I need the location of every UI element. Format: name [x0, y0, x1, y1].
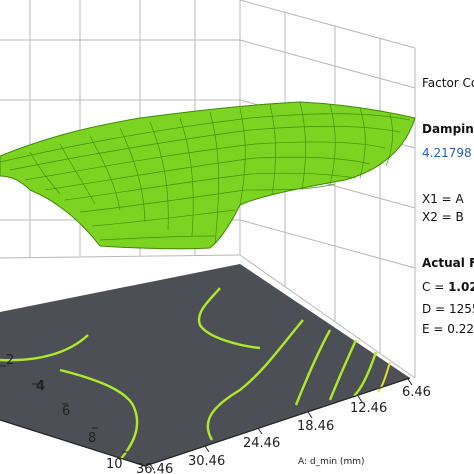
- response-name: Damping: [422, 122, 474, 136]
- x-tick-label: 12.46: [350, 401, 387, 416]
- factor-coding-header: Factor Co: [422, 76, 474, 90]
- y-tick-label: 2: [6, 353, 14, 368]
- factor-c: C = 1.02: [422, 280, 474, 294]
- actual-factors-header: Actual F: [422, 256, 474, 270]
- x-tick-label: 36.46: [136, 462, 173, 474]
- y-tick-label: 4: [36, 379, 45, 394]
- contour-lines: [0, 287, 378, 461]
- factor-e-name: E =: [422, 322, 444, 336]
- y-tick-label: 6: [62, 404, 70, 419]
- x-tick-label: 30.46: [188, 454, 225, 469]
- surface-mesh: [0, 101, 411, 245]
- x-tick-label: 6.46: [402, 385, 431, 400]
- factor-d-value: 1255: [448, 302, 474, 316]
- x-axis-title: A: d_min (mm): [298, 457, 365, 467]
- response-value: 4.21798: [422, 146, 472, 160]
- factor-d: D = 1255: [422, 302, 474, 316]
- x-tick-label: 24.46: [243, 436, 280, 451]
- factor-e: E = 0.226: [422, 322, 474, 336]
- x-tick-label: 18.46: [297, 419, 334, 434]
- x1-factor-label: X1 = A: [422, 192, 464, 206]
- factor-e-value: 0.226: [447, 322, 474, 336]
- axis-edges: [0, 377, 411, 467]
- response-surface: [0, 101, 416, 250]
- factor-c-name: C =: [422, 280, 445, 294]
- factor-c-value: 1.02: [448, 280, 474, 294]
- x-axis-ticks: [149, 378, 413, 471]
- contour-lines-yellow: [377, 361, 391, 393]
- y-tick-label: 10: [106, 457, 123, 472]
- y-axis-ticks: [0, 365, 128, 453]
- factor-d-name: D =: [422, 302, 446, 316]
- y-tick-label: 8: [88, 431, 96, 446]
- contour-floor: [0, 264, 410, 466]
- x2-factor-label: X2 = B: [422, 210, 464, 224]
